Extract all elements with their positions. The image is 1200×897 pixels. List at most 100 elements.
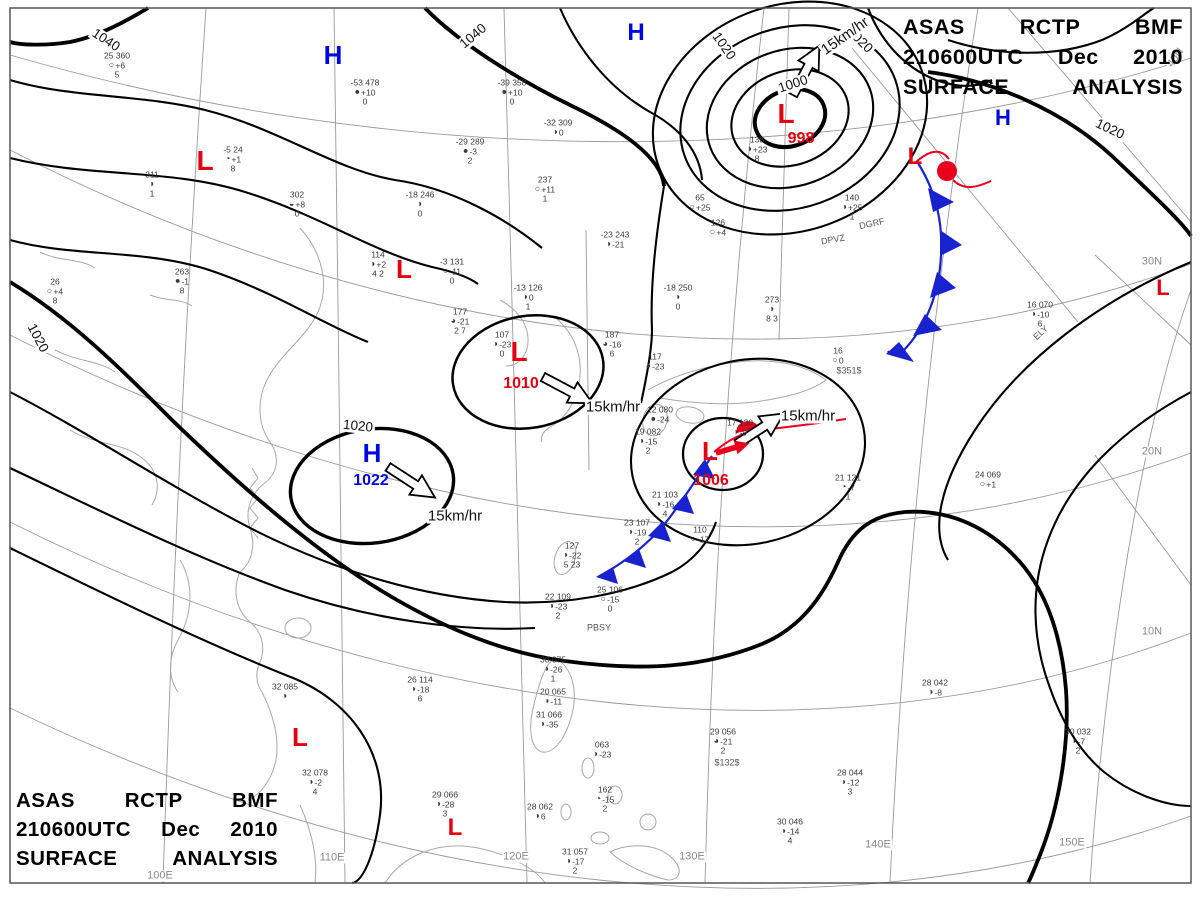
station-extra: 4 <box>787 835 793 846</box>
station-cloud-cover-icon: ◑ <box>308 777 314 788</box>
station-cloud-cover-icon: ◑ <box>674 292 681 303</box>
station-cloud-cover-icon: ○ <box>534 184 541 195</box>
station-value: -15 <box>645 436 658 447</box>
station-cloud-cover-icon: ◑ <box>565 856 572 867</box>
station-value: +10 <box>361 87 376 98</box>
station-temp-pressure: 30 046 <box>777 816 803 827</box>
station-plot: 302 ◒ +8 0 <box>289 190 305 220</box>
station-temp-pressure: 29 066 <box>432 789 458 800</box>
station-cloud-cover-icon: ◕ <box>602 339 609 350</box>
low-center-symbol: L <box>777 98 795 129</box>
station-plot: 237 ○ +11 1 <box>534 175 556 205</box>
station-extra: 0 <box>607 603 613 614</box>
station-cloud-cover-icon: ◑ <box>768 304 775 315</box>
latitude-label: 20N <box>1140 445 1164 458</box>
isobar-label: 1020 <box>24 319 52 357</box>
station-plot: 31 066 ◑ -35 <box>536 710 562 729</box>
station-cloud-cover-icon: ◑ <box>780 826 787 837</box>
station-plot: 26 114 ◑ -18 6 <box>407 675 432 705</box>
station-extra: 1 <box>525 301 531 312</box>
station-plot: 110 ○ -17 <box>691 525 710 544</box>
station-cloud-cover-icon: ◑ <box>928 686 934 697</box>
station-temp-pressure: -18 246 <box>405 189 435 200</box>
low-center-symbol: L <box>907 143 923 170</box>
station-temp-pressure: 16 <box>833 345 843 356</box>
station-plot: 28 044 ◑ -12 3 <box>837 768 863 798</box>
station-extra: 1 <box>149 188 155 199</box>
station-plot: 29 056 ◕ -21 2 <box>710 727 736 757</box>
station-value: -21 <box>457 316 470 327</box>
station-plot: 29 066 ◑ -28 3 <box>432 789 458 820</box>
station-temp-pressure: -29 289 <box>455 136 485 147</box>
front-cold-southwest <box>596 455 715 584</box>
station-extra: 2 <box>720 745 726 756</box>
grid-diagonal <box>851 47 1079 323</box>
station-plot: 063 ◑ -23 <box>593 740 612 759</box>
title-block-bottom-left: ASAS RCTP BMF 210600UTC Dec 2010 SURFACE… <box>16 786 278 873</box>
station-temp-pressure: 31 066 <box>536 709 562 720</box>
station-value: -2 <box>314 777 322 788</box>
station-value: +6 <box>115 60 126 71</box>
station-value: -11 <box>449 266 462 277</box>
station-value: -23 <box>499 339 512 350</box>
station-plot: -5 24 ◔ +1 8 <box>223 145 242 175</box>
station-cloud-cover-icon: ◑ <box>638 436 645 447</box>
station-temp-pressure: 24 069 <box>975 469 1001 480</box>
station-temp-pressure: 23 107 <box>624 517 650 528</box>
station-extra: 2 <box>555 610 561 621</box>
title-line-2: 210600UTC Dec 2010 <box>16 818 278 841</box>
title-line-3: SURFACE ANALYSIS <box>903 75 1183 99</box>
station-value: -10 <box>1037 309 1050 320</box>
station-extra: 8 3 <box>766 313 778 324</box>
station-value: +4 <box>716 226 727 237</box>
movement-speed-label: 15km/hr <box>426 507 484 525</box>
title-block-top-right: ASAS RCTP BMF 210600UTC Dec 2010 SURFACE… <box>903 12 1183 102</box>
station-plot: -39 358 ● +10 0 <box>497 77 527 108</box>
station-plot: 187 ◕ -16 6 <box>602 330 622 360</box>
low-center-symbol: L <box>292 722 308 752</box>
station-temp-pressure: 263 <box>174 266 190 277</box>
station-value: +2 <box>376 259 387 270</box>
station-plot: 28 042 ◑ -8 <box>922 678 948 697</box>
grid-diagonal <box>1094 454 1192 586</box>
station-temp-pressure: 127 <box>564 540 580 551</box>
station-cloud-cover-icon: ● <box>463 146 469 157</box>
station-value: +25 <box>848 202 863 213</box>
station-value: 0 <box>838 354 844 365</box>
station-value: -8 <box>934 686 942 697</box>
station-temp-pressure: 25 360 <box>104 50 130 61</box>
station-value: -23 <box>652 360 665 371</box>
station-value: -14 <box>787 826 800 837</box>
parallel-10n <box>9 521 1192 711</box>
station-value: +11 <box>541 184 556 195</box>
station-extra: 5 <box>114 69 120 80</box>
station-plot: 26 ○ +4 8 <box>47 277 63 307</box>
station-extra: 1 <box>542 193 548 204</box>
station-extra: 1 <box>849 211 855 222</box>
station-extra: 0 <box>499 348 505 359</box>
station-temp-pressure: -39 358 <box>497 77 527 88</box>
title-line-1: ASAS RCTP BMF <box>903 15 1183 39</box>
station-temp-pressure: 25 106 <box>597 584 623 595</box>
station-plot: 127 ◑ -22 5 23 <box>563 540 582 571</box>
station-temp-pressure: 063 <box>594 739 610 750</box>
low-1006-inner <box>681 416 765 492</box>
isobar-label: 1020 <box>708 28 740 64</box>
station-temp-pressure: 30 075 <box>540 654 566 665</box>
station-cloud-cover-icon: ◑ <box>733 426 739 437</box>
station-extra: 3 <box>442 808 448 819</box>
station-cloud-cover-icon: ◑ <box>435 799 442 810</box>
station-plot: 21 121 ◔ -7 1 <box>835 473 861 503</box>
station-extra: 2 <box>645 445 651 456</box>
station-extra: 0 <box>449 275 455 286</box>
station-temp-pressure: 177 <box>452 306 468 317</box>
station-cloud-cover-icon: ○ <box>832 354 838 365</box>
station-plot: 28 062 ◑ 6 <box>527 802 553 821</box>
longitude-label: 120E <box>502 850 530 863</box>
station-value: -18 <box>417 684 430 695</box>
station-cloud-cover-icon: ○ <box>108 60 115 71</box>
station-value: -17 <box>572 856 585 867</box>
station-cloud-cover-icon: ◑ <box>627 527 634 538</box>
parallel-30n <box>9 149 1192 340</box>
low-center-symbol: L <box>396 254 412 284</box>
